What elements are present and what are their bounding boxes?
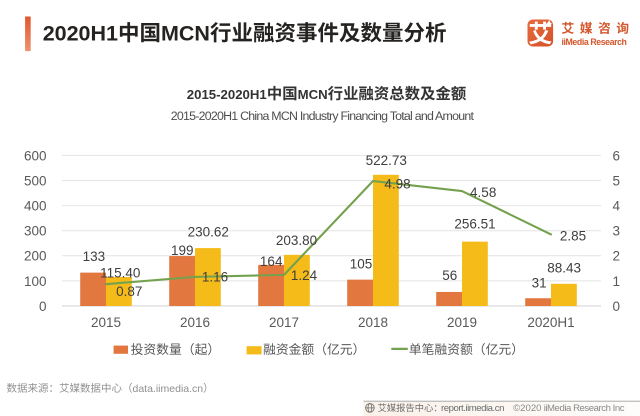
svg-text:133: 133 — [83, 249, 106, 264]
svg-text:2015-2020H1: 2015-2020H1 — [187, 87, 267, 102]
svg-text:report.iimedia.cn: report.iimedia.cn — [441, 403, 504, 414]
svg-text:©2020: ©2020 — [513, 403, 541, 414]
svg-text:0: 0 — [39, 299, 47, 314]
svg-text:203.80: 203.80 — [276, 233, 317, 248]
svg-text:200: 200 — [24, 249, 47, 264]
svg-text:0.87: 0.87 — [116, 284, 142, 299]
svg-text:iiMedia Research: iiMedia Research — [562, 37, 627, 47]
svg-text:56: 56 — [442, 268, 457, 283]
svg-text:2018: 2018 — [358, 315, 388, 330]
svg-text:2020H1: 2020H1 — [43, 21, 118, 45]
svg-text:2017: 2017 — [269, 315, 299, 330]
svg-text:500: 500 — [24, 173, 47, 188]
svg-text:105: 105 — [350, 257, 373, 272]
svg-text:4.98: 4.98 — [384, 177, 410, 192]
svg-text:300: 300 — [24, 224, 47, 239]
svg-text:MCN: MCN — [298, 87, 328, 102]
svg-text:2015-2020H1 China MCN Industry: 2015-2020H1 China MCN Industry Financing… — [171, 109, 475, 123]
svg-text:256.51: 256.51 — [454, 216, 495, 231]
svg-text:2016: 2016 — [180, 315, 210, 330]
svg-text:100: 100 — [24, 274, 47, 289]
svg-text:600: 600 — [24, 148, 47, 163]
svg-text:6: 6 — [613, 148, 621, 163]
svg-text:data.iimedia.cn: data.iimedia.cn — [133, 383, 204, 395]
svg-text:2019: 2019 — [447, 315, 477, 330]
svg-text:31: 31 — [532, 275, 547, 290]
svg-text:3: 3 — [613, 224, 621, 239]
svg-text:5: 5 — [613, 173, 621, 188]
svg-text:MCN: MCN — [161, 21, 210, 45]
svg-text:1.16: 1.16 — [202, 269, 228, 284]
svg-text:2.85: 2.85 — [560, 228, 586, 243]
svg-text:2: 2 — [613, 249, 621, 264]
svg-text:400: 400 — [24, 198, 47, 213]
svg-text:2015: 2015 — [91, 315, 121, 330]
svg-text:2020H1: 2020H1 — [527, 315, 574, 330]
svg-text:4: 4 — [613, 198, 621, 213]
svg-text:iiMedia Research Inc: iiMedia Research Inc — [544, 403, 625, 414]
svg-text:4.58: 4.58 — [470, 185, 496, 200]
svg-text:1.24: 1.24 — [291, 268, 318, 283]
svg-text:522.73: 522.73 — [366, 153, 407, 168]
svg-text:0: 0 — [613, 299, 621, 314]
svg-text:115.40: 115.40 — [100, 265, 140, 280]
svg-text:164: 164 — [260, 254, 283, 269]
svg-text:1: 1 — [613, 274, 621, 289]
svg-text:199: 199 — [171, 243, 194, 258]
svg-text:88.43: 88.43 — [547, 261, 581, 276]
svg-text:230.62: 230.62 — [188, 224, 229, 239]
